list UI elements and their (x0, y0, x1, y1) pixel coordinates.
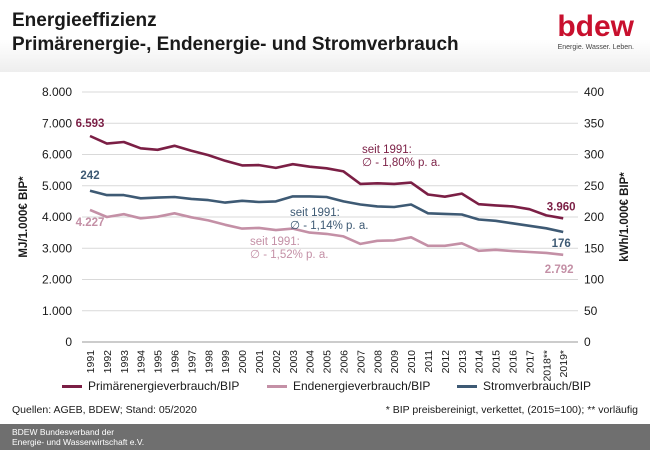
x-tick-label: 1997 (186, 350, 198, 374)
footer-text: BDEW Bundesverband der Energie- und Wass… (12, 427, 144, 447)
annotation-line-1: seit 1991: (362, 144, 412, 156)
y-tick-label-right: 250 (584, 179, 604, 193)
annotation-line-2: ∅ - 1,52% p. a. (250, 249, 328, 261)
legend-label-strom: Stromverbrauch/BIP (483, 379, 592, 393)
x-tick-label: 2017 (524, 350, 536, 374)
annotation-line-2: ∅ - 1,14% p. a. (290, 220, 368, 232)
y-tick-label-left: 3.000 (42, 241, 72, 255)
x-tick-label: 1991 (85, 350, 97, 374)
y-axis-title-left: MJ/1.000€ BIP* (18, 176, 30, 258)
footer-bar: BDEW Bundesverband der Energie- und Wass… (0, 424, 650, 450)
x-tick-label: 2005 (322, 350, 334, 374)
y-tick-label-right: 200 (584, 210, 604, 224)
y-tick-label-right: 400 (584, 85, 604, 99)
legend-swatch-primaer (62, 385, 82, 389)
legend-item-endenergie: Endenergieverbrauch/BIP (267, 379, 430, 393)
y-tick-label-right: 150 (584, 241, 604, 255)
x-tick-label: 1992 (102, 350, 114, 374)
y-tick-label-right: 100 (584, 273, 604, 287)
bdew-logo: bdew Energie. Wasser. Leben. (524, 10, 634, 52)
series-line-3 (89, 189, 564, 234)
x-tick-label: 2001 (254, 350, 266, 374)
data-label: 176 (552, 238, 571, 250)
footer-line-2: Energie- und Wasserwirtschaft e.V. (12, 437, 145, 447)
x-tick-label: 2014 (474, 350, 486, 374)
x-tick-label: 2002 (271, 350, 283, 374)
y-tick-label-right: 0 (584, 335, 591, 349)
x-tick-label: 2018** (541, 350, 553, 382)
y-tick-label-left: 4.000 (42, 210, 72, 224)
legend-item-strom: Stromverbrauch/BIP (457, 379, 591, 393)
x-tick-label: 1994 (136, 350, 148, 374)
legend: Primärenergieverbrauch/BIP Endenergiever… (62, 379, 622, 393)
logo-claim: Energie. Wasser. Leben. (557, 44, 634, 51)
title-line-1: Energieeffizienz (12, 10, 157, 31)
x-tick-label: 2012 (440, 350, 452, 374)
x-tick-label: 2013 (457, 350, 469, 374)
legend-item-primaer: Primärenergieverbrauch/BIP (62, 379, 239, 393)
x-tick-label: 2006 (339, 350, 351, 374)
legend-label-primaer: Primärenergieverbrauch/BIP (88, 379, 240, 393)
data-label: 2.792 (545, 264, 574, 276)
sources-note: Quellen: AGEB, BDEW; Stand: 05/2020 (12, 404, 197, 416)
x-tick-label: 2010 (406, 350, 418, 374)
y-tick-label-left: 8.000 (42, 85, 72, 99)
y-tick-label-left: 0 (65, 335, 72, 349)
x-tick-label: 2015 (491, 350, 503, 374)
y-tick-label-left: 5.000 (42, 179, 72, 193)
legend-swatch-endenergie (267, 385, 287, 389)
title-line-2: Primärenergie-, Endenergie- und Stromver… (12, 34, 459, 55)
series-line-2 (89, 208, 564, 257)
y-tick-label-right: 300 (584, 148, 604, 162)
x-tick-label: 2000 (237, 350, 249, 374)
y-tick-label-right: 50 (584, 304, 598, 318)
y-axis-title-right: kWh/1.000€ BIP* (619, 172, 631, 262)
x-tick-label: 1995 (153, 350, 165, 374)
annotation-line-2: ∅ - 1,80% p. a. (362, 157, 440, 169)
y-tick-label-left: 6.000 (42, 148, 72, 162)
x-tick-label: 2009 (389, 350, 401, 374)
annotation-line-1: seit 1991: (290, 207, 340, 219)
y-tick-label-left: 1.000 (42, 304, 72, 318)
data-label: 6.593 (76, 118, 105, 130)
annotation-line-1: seit 1991: (250, 236, 300, 248)
x-tick-label: 2016 (508, 350, 520, 374)
y-tick-label-left: 7.000 (42, 116, 72, 130)
x-tick-label: 2003 (288, 350, 300, 374)
x-tick-label: 2019* (558, 350, 570, 377)
y-tick-label-right: 350 (584, 116, 604, 130)
x-tick-label: 2004 (305, 350, 317, 374)
data-label: 3.960 (547, 201, 576, 213)
y-tick-label-left: 2.000 (42, 273, 72, 287)
x-tick-label: 2011 (423, 350, 435, 373)
x-tick-label: 2007 (355, 350, 367, 374)
x-tick-label: 1999 (220, 350, 232, 374)
legend-label-endenergie: Endenergieverbrauch/BIP (293, 379, 431, 393)
x-tick-label: 2008 (372, 350, 384, 374)
header-bar: Energieeffizienz Primärenergie-, Endener… (0, 0, 650, 72)
footer-line-1: BDEW Bundesverband der (12, 427, 115, 437)
x-tick-label: 1996 (170, 350, 182, 374)
series-line-1 (89, 134, 564, 220)
data-label: 4.227 (76, 217, 105, 229)
logo-wordmark: bdew (557, 10, 634, 43)
legend-swatch-strom (457, 385, 477, 389)
footnote: * BIP preisbereinigt, verkettet, (2015=1… (385, 404, 638, 416)
data-label: 242 (80, 170, 99, 182)
page-title: Energieeffizienz Primärenergie-, Endener… (12, 9, 459, 57)
x-tick-label: 1998 (203, 350, 215, 374)
x-tick-label: 1993 (119, 350, 131, 374)
